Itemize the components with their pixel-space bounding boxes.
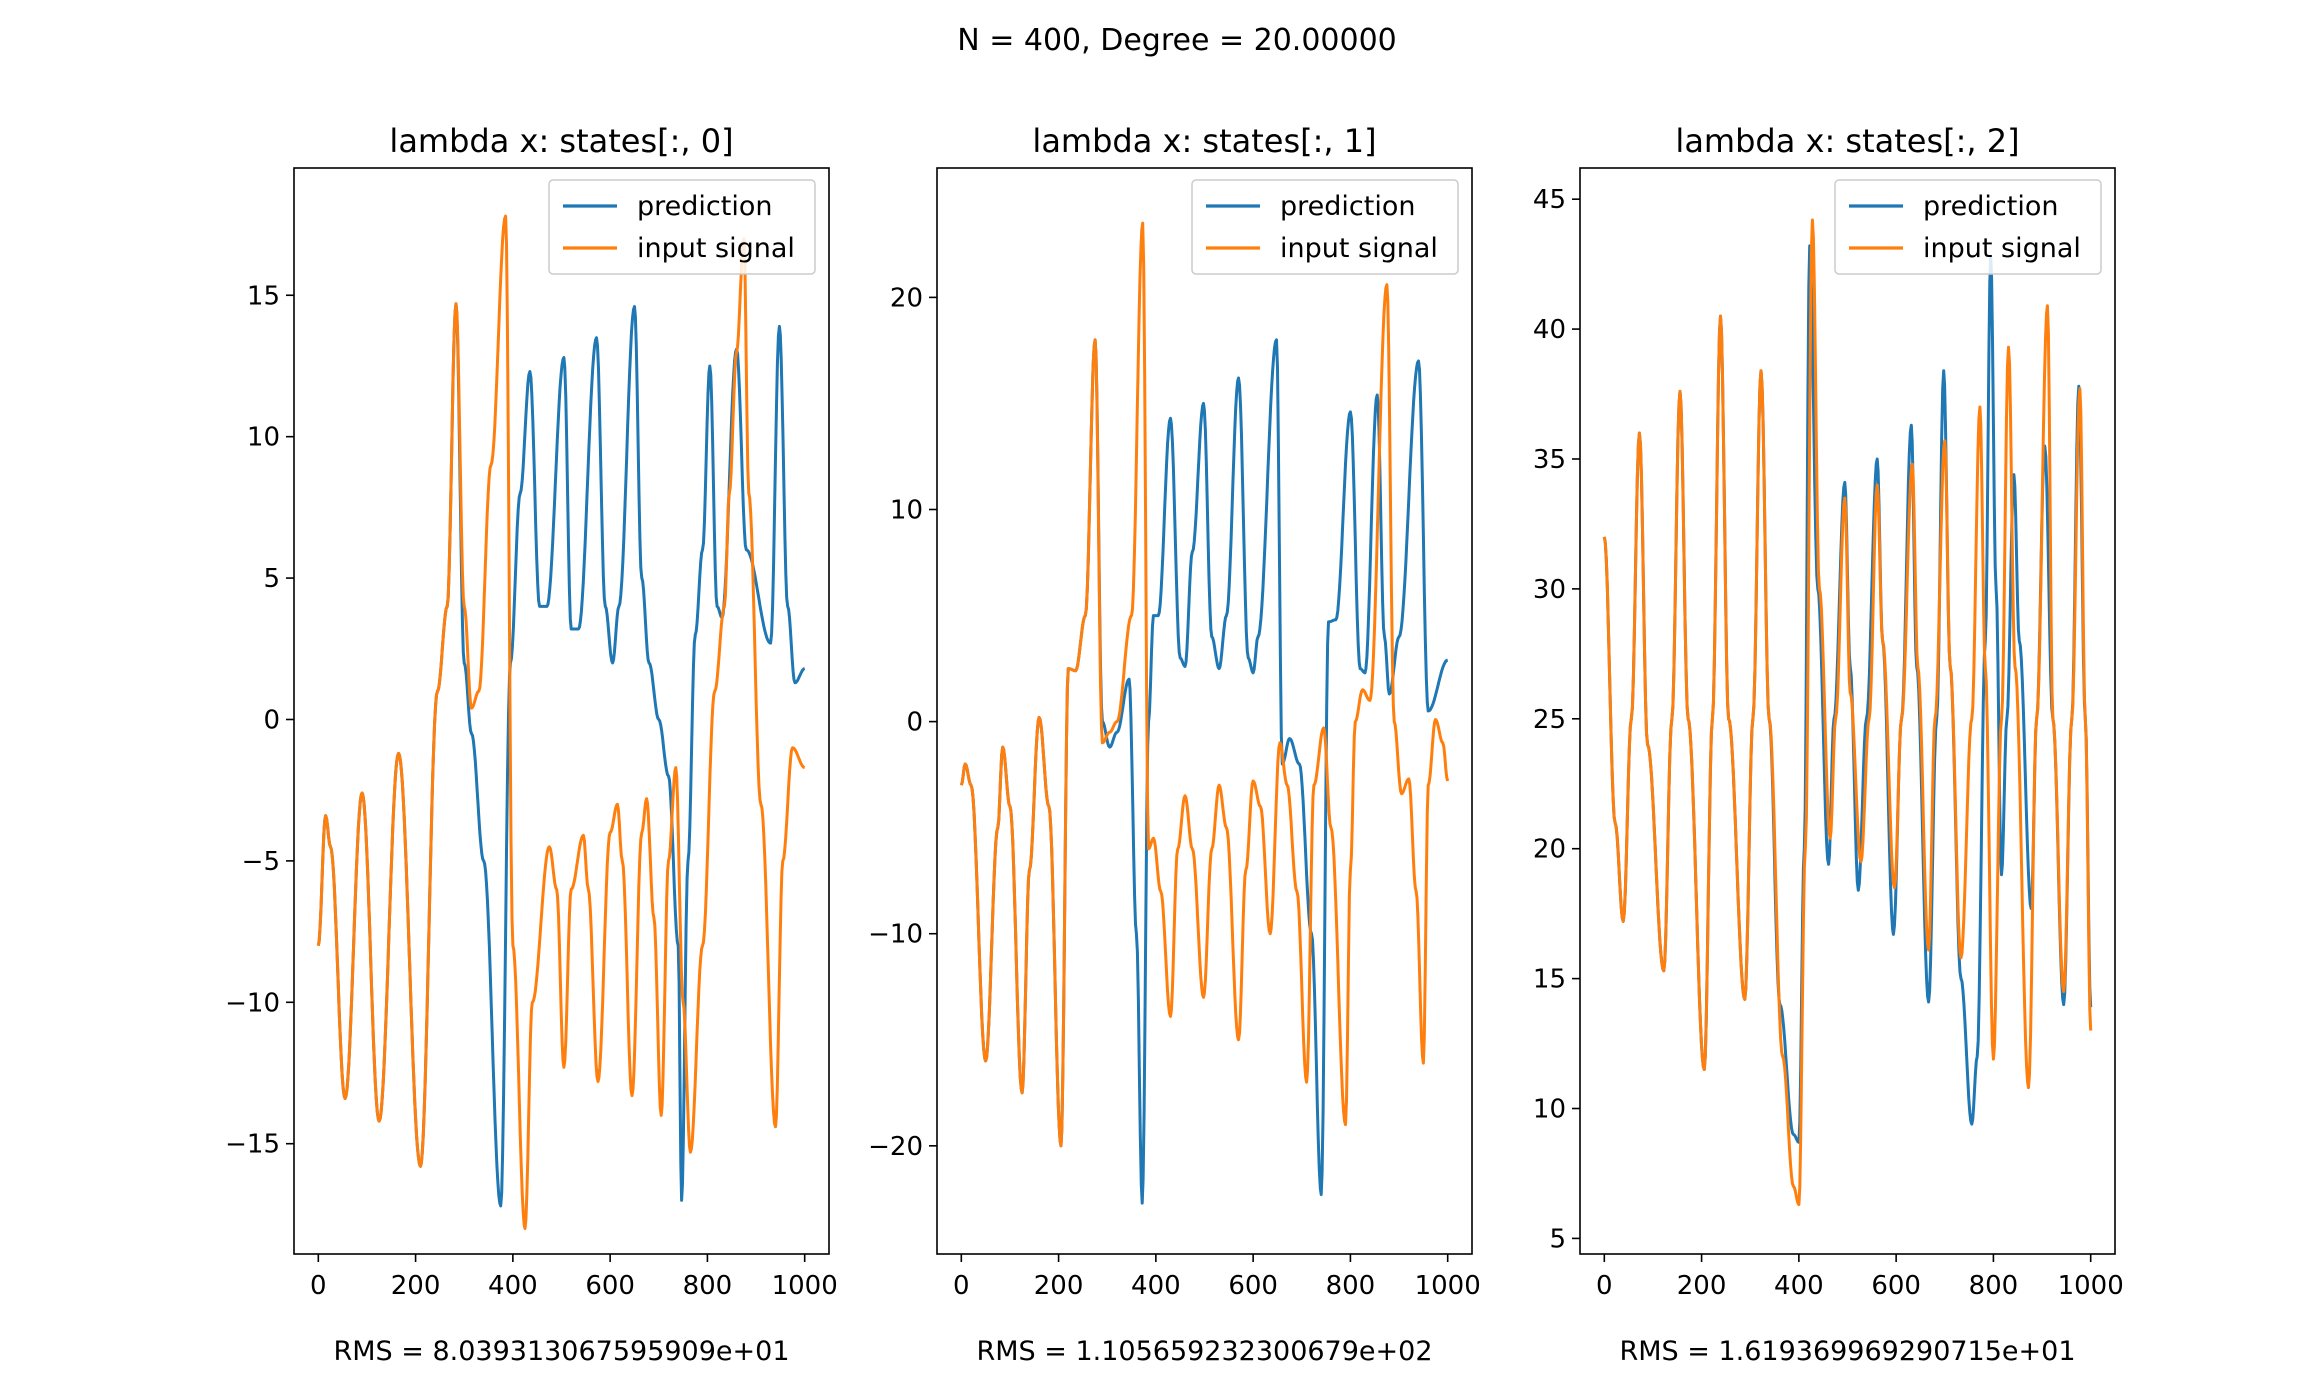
legend-label: input signal: [637, 233, 795, 264]
legend-box: [548, 179, 816, 275]
y-tick-label: 10: [890, 495, 923, 525]
y-tick-label: 45: [1533, 185, 1566, 215]
y-tick-label: 25: [1533, 705, 1566, 735]
y-tick-label: 15: [247, 281, 280, 311]
y-tick-label: −5: [242, 847, 280, 877]
legend-label: prediction: [637, 191, 772, 222]
x-tick-label: 800: [1326, 1271, 1376, 1301]
subplot-title: lambda x: states[:, 1]: [1032, 122, 1376, 160]
axes-frame: [1579, 167, 2116, 1255]
legend: prediction input signal: [1191, 179, 1459, 275]
y-tick-label: 5: [263, 564, 280, 594]
subplot-title: lambda x: states[:, 0]: [389, 122, 733, 160]
x-tick-label: 800: [683, 1271, 733, 1301]
y-tick-label: 15: [1533, 965, 1566, 995]
x-tick-label: 600: [585, 1271, 635, 1301]
y-tick-label: 10: [247, 423, 280, 453]
x-tick-label: 200: [1677, 1271, 1727, 1301]
legend: prediction input signal: [548, 179, 816, 275]
legend-label: input signal: [1923, 233, 2081, 264]
figure-title: N = 400, Degree = 20.00000: [957, 23, 1397, 58]
axes-frame: [293, 167, 830, 1255]
input-signal-line: [1602, 218, 2093, 1207]
x-tick-label: 600: [1871, 1271, 1921, 1301]
legend-box: [1834, 179, 2102, 275]
subplot-1: lambda x: states[:, 0] 0 200 400 600 800 1000 −…: [225, 122, 838, 1367]
x-tick-label: 200: [391, 1271, 441, 1301]
y-tick-label: 10: [1533, 1095, 1566, 1125]
legend-label: input signal: [1280, 233, 1438, 264]
y-tick-label: −10: [868, 920, 923, 950]
x-tick-label: 0: [310, 1271, 327, 1301]
legend: prediction input signal: [1834, 179, 2102, 275]
y-tick-label: −20: [868, 1132, 923, 1162]
y-tick-label: 40: [1533, 315, 1566, 345]
y-tick-label: 35: [1533, 445, 1566, 475]
subplot-2: lambda x: states[:, 1]0 200 400 600 800 1000−…: [868, 122, 1481, 1367]
legend-label: prediction: [1280, 191, 1415, 222]
y-tick-label: 20: [890, 283, 923, 313]
rms-label: RMS = 1.619369969290715e+01: [1619, 1336, 2075, 1367]
x-tick-label: 600: [1228, 1271, 1278, 1301]
legend-label: prediction: [1923, 191, 2058, 222]
legend-box: [1191, 179, 1459, 275]
axes-frame: [936, 167, 1473, 1255]
x-tick-label: 0: [1596, 1271, 1613, 1301]
x-tick-label: 1000: [2058, 1271, 2124, 1301]
rms-label: RMS = 1.105659232300679e+02: [976, 1336, 1432, 1367]
x-tick-label: 1000: [772, 1271, 838, 1301]
x-tick-label: 400: [1774, 1271, 1824, 1301]
y-tick-label: 5: [1549, 1224, 1566, 1254]
y-tick-label: −15: [225, 1130, 280, 1160]
input-signal-line: [316, 214, 806, 1230]
rms-label: RMS = 8.039313067595909e+01: [333, 1336, 789, 1367]
subplot-3: lambda x: states[:, 2] 0 200 400 600 800 1000 5…: [1533, 122, 2124, 1367]
x-tick-label: 800: [1969, 1271, 2019, 1301]
x-tick-label: 1000: [1415, 1271, 1481, 1301]
x-tick-label: 400: [1131, 1271, 1181, 1301]
y-tick-label: 30: [1533, 575, 1566, 605]
y-tick-label: 20: [1533, 835, 1566, 865]
y-tick-label: −10: [225, 988, 280, 1018]
y-tick-label: 0: [263, 705, 280, 735]
subplot-title: lambda x: states[:, 2]: [1675, 122, 2019, 160]
x-tick-label: 0: [953, 1271, 970, 1301]
x-tick-label: 200: [1034, 1271, 1084, 1301]
input-signal-line: [959, 221, 1450, 1148]
y-tick-label: 0: [906, 708, 923, 738]
x-tick-label: 400: [488, 1271, 538, 1301]
